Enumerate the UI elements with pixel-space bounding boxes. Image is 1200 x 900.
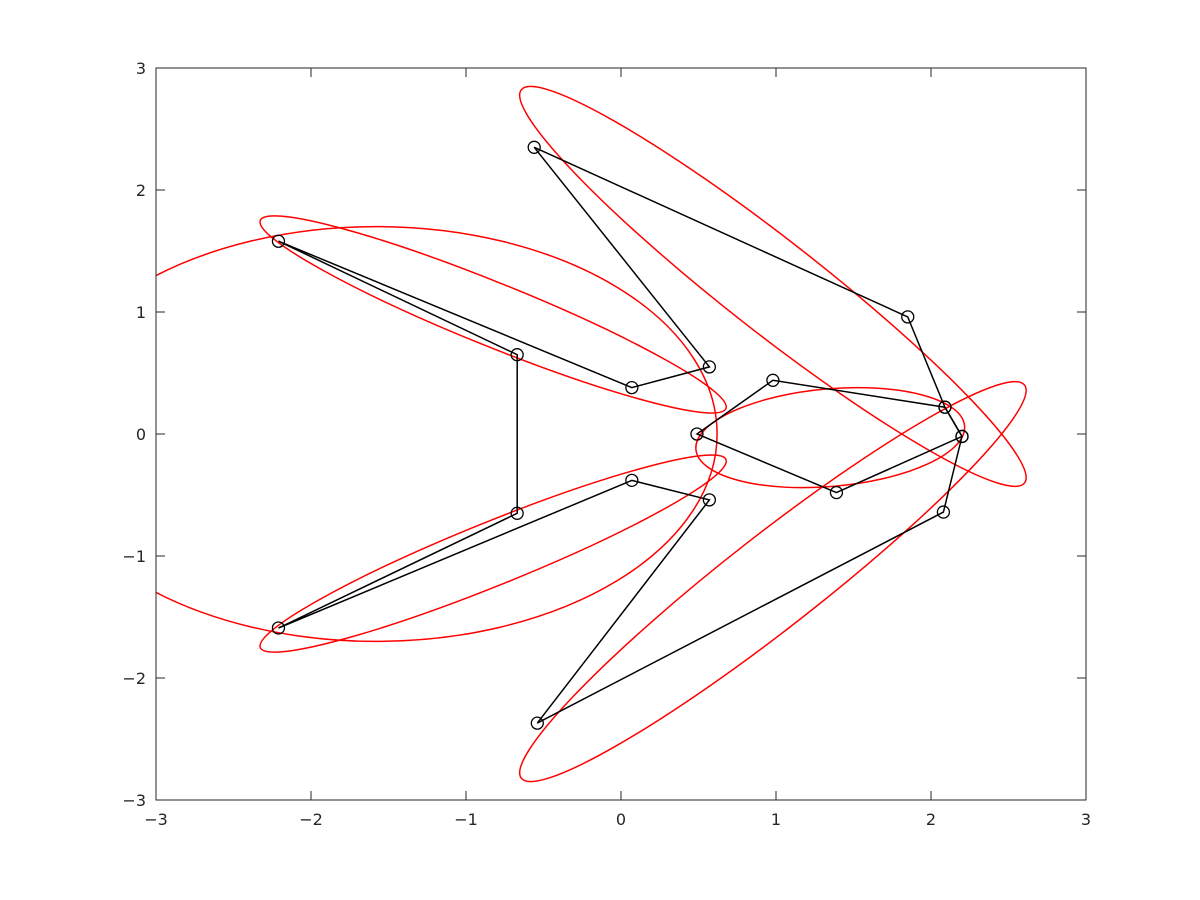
vertex-marker bbox=[938, 400, 952, 414]
y-tick-label: −3 bbox=[122, 791, 146, 810]
x-tick-label: −2 bbox=[299, 810, 323, 829]
vertex-marker bbox=[955, 429, 969, 444]
ellipse-lower-left bbox=[259, 454, 727, 653]
ellipse-lower-right bbox=[518, 380, 1027, 783]
data-layer bbox=[156, 85, 1027, 783]
axes-layer: −3 −2 −1 0 1 2 3 −3 −2 −1 0 1 2 3 bbox=[122, 59, 1091, 829]
vertex-marker bbox=[527, 140, 541, 154]
ellipse-upper-left bbox=[259, 215, 727, 414]
x-tick-label: 1 bbox=[771, 810, 781, 829]
x-tick-label: 2 bbox=[926, 810, 936, 829]
plot-area bbox=[156, 68, 1086, 800]
ellipse-left-middle bbox=[156, 225, 718, 643]
vertex-marker bbox=[829, 485, 844, 500]
vertex-marker bbox=[766, 373, 780, 387]
vertex-marker bbox=[901, 310, 915, 324]
vertex-marker bbox=[510, 348, 524, 362]
polygon-1 bbox=[278, 146, 963, 724]
vertex-marker bbox=[625, 380, 639, 395]
ellipse-upper-right bbox=[518, 85, 1027, 488]
polygon-2 bbox=[695, 379, 964, 494]
y-tick-label: 3 bbox=[136, 59, 146, 78]
vertex-marker bbox=[625, 473, 639, 488]
vertex-marker bbox=[702, 493, 716, 507]
plot-content bbox=[156, 85, 1027, 783]
y-tick-label: 2 bbox=[136, 181, 146, 200]
x-tick-label: −3 bbox=[144, 810, 168, 829]
vertex-marker bbox=[702, 360, 716, 374]
vertex-marker bbox=[690, 427, 704, 441]
y-tick-label: −1 bbox=[122, 547, 146, 566]
vertex-marker bbox=[936, 505, 951, 519]
y-tick-label: −2 bbox=[122, 669, 146, 688]
vertex-marker bbox=[271, 621, 286, 635]
x-tick-label: 0 bbox=[616, 810, 626, 829]
vertex-marker bbox=[530, 716, 544, 730]
x-tick-label: 3 bbox=[1081, 810, 1091, 829]
vertex-marker bbox=[271, 234, 286, 248]
y-tick-label: 0 bbox=[136, 425, 146, 444]
vertex-marker bbox=[510, 506, 524, 520]
y-tick-label: 1 bbox=[136, 303, 146, 322]
x-tick-label: −1 bbox=[454, 810, 478, 829]
